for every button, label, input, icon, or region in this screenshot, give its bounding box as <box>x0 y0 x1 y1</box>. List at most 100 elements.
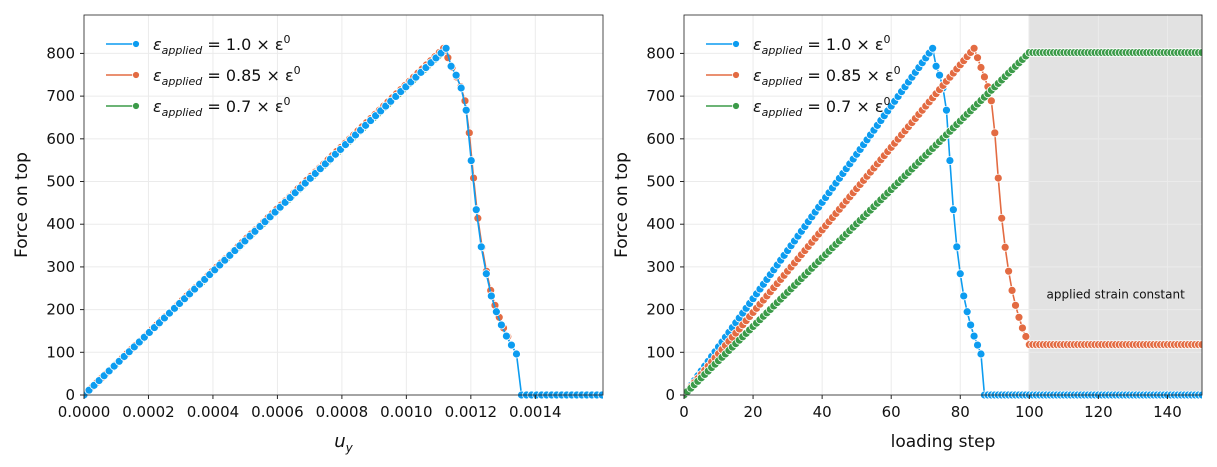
data-point <box>602 393 603 397</box>
legend-item-orange: εapplied = 0.85 × ε0 <box>706 64 901 88</box>
x-tick-label: 0.0010 <box>380 403 433 421</box>
y-tick-label: 300 <box>46 258 75 276</box>
x-tick-label: 60 <box>882 403 901 421</box>
data-point <box>633 391 641 399</box>
legend-symbol: ε <box>153 35 162 54</box>
data-point <box>618 391 626 399</box>
data-point <box>1000 242 1010 252</box>
x-tick-label: 120 <box>1084 403 1113 421</box>
data-point <box>502 331 511 341</box>
data-point <box>471 205 481 215</box>
legend-marker-green <box>732 102 740 110</box>
data-point <box>507 340 516 350</box>
plot-frame <box>683 14 1203 396</box>
x-tick-label: 20 <box>744 403 763 421</box>
y-tick-label: 500 <box>646 173 675 191</box>
data-point <box>931 61 941 71</box>
data-point <box>608 391 616 399</box>
data-point <box>952 242 962 252</box>
legend-superscript: 0 <box>283 95 290 108</box>
data-point <box>955 269 965 279</box>
legend-symbol: ε <box>753 66 762 85</box>
y-axis-label: Force on top <box>612 152 632 258</box>
legend-label-orange: εapplied = 0.85 × ε0 <box>753 64 901 88</box>
data-point <box>496 320 506 330</box>
legend-text: = 0.7 × ε <box>802 97 883 116</box>
legend-text: = 0.7 × ε <box>202 97 283 116</box>
legend-subscript: applied <box>162 44 204 57</box>
plot-frame <box>83 14 604 396</box>
data-point <box>969 43 979 53</box>
series-line-orange <box>84 46 509 396</box>
legend-subscript: applied <box>762 106 804 119</box>
data-point <box>643 391 651 399</box>
y-tick-label: 200 <box>46 301 75 319</box>
data-point <box>446 61 456 71</box>
legend-marker-orange <box>732 71 740 79</box>
x-tick-label: 140 <box>1153 403 1182 421</box>
legend-label-blue: εapplied = 1.0 × ε0 <box>153 33 290 57</box>
legend-superscript: 0 <box>883 95 890 108</box>
legend-superscript: 0 <box>283 33 290 46</box>
data-point <box>623 391 631 399</box>
data-point <box>990 128 1000 138</box>
data-point <box>1197 340 1202 350</box>
data-point <box>962 307 972 317</box>
x-tick-label: 0.0008 <box>316 403 369 421</box>
legend-superscript: 0 <box>883 33 890 46</box>
x-axis-label: loading step <box>891 432 996 452</box>
data-point <box>986 96 996 106</box>
data-point <box>451 70 461 80</box>
legend-label-blue: εapplied = 1.0 × ε0 <box>753 33 890 57</box>
x-axis-label-main: u <box>334 431 345 452</box>
y-tick-label: 300 <box>646 258 675 276</box>
data-point <box>973 53 982 63</box>
legend-text: = 1.0 × ε <box>802 35 883 54</box>
data-point <box>456 83 466 93</box>
legend-item-green: εapplied = 0.7 × ε0 <box>106 95 290 119</box>
x-axis-label: uy <box>334 431 353 455</box>
data-point <box>969 331 979 341</box>
legend-symbol: ε <box>153 97 162 116</box>
y-tick-label: 400 <box>646 215 675 233</box>
series-orange <box>84 43 513 400</box>
data-point <box>491 307 501 317</box>
x-tick-label: 0.0014 <box>509 403 562 421</box>
data-point <box>476 242 486 252</box>
x-tick-label: 0.0004 <box>187 403 240 421</box>
data-point <box>486 291 496 301</box>
legend-symbol: ε <box>753 35 762 54</box>
y-tick-label: 200 <box>646 301 675 319</box>
legend-symbol: ε <box>753 97 762 116</box>
data-point <box>942 105 951 115</box>
data-point <box>638 391 646 399</box>
y-tick-label: 100 <box>46 343 75 361</box>
data-point <box>648 391 656 399</box>
data-point <box>928 43 938 53</box>
data-point <box>441 43 451 53</box>
y-tick-label: 500 <box>46 173 75 191</box>
legend-symbol: ε <box>153 66 162 85</box>
series-blue <box>84 43 656 400</box>
shaded-region-label: applied strain constant <box>1047 288 1186 302</box>
y-tick-label: 100 <box>646 343 675 361</box>
legend-superscript: 0 <box>894 64 901 77</box>
legend-label-orange: εapplied = 0.85 × ε0 <box>153 64 301 88</box>
y-tick-label: 0 <box>65 386 75 404</box>
x-tick-label: 0.0000 <box>58 403 111 421</box>
legend-marker-blue <box>732 40 740 48</box>
x-tick-label: 0 <box>679 403 689 421</box>
data-point <box>935 70 944 80</box>
legend-marker-blue <box>132 40 140 48</box>
data-point <box>945 156 955 165</box>
data-point <box>628 391 636 399</box>
data-point <box>1021 332 1031 341</box>
data-point <box>512 349 521 359</box>
y-tick-label: 800 <box>646 44 675 62</box>
y-tick-label: 700 <box>646 87 675 105</box>
data-point <box>948 205 958 215</box>
